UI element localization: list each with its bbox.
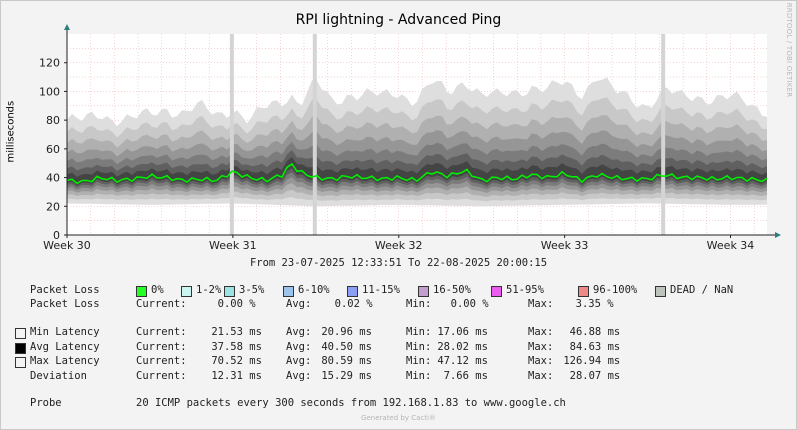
- stat-current-header: Current:: [136, 369, 187, 382]
- latency-max-value: 84.63 ms: [557, 340, 621, 353]
- loss-bucket-swatch: [283, 286, 294, 297]
- latency-max-value: 126.94 ms: [557, 355, 621, 367]
- y-tick-label: 20: [46, 200, 60, 213]
- loss-bucket-swatch: [655, 286, 666, 297]
- stat-current-header: Current:: [136, 340, 187, 353]
- loss-bucket-label: 11-15%: [362, 284, 400, 296]
- loss-bucket-swatch: [181, 286, 192, 297]
- y-tick-label: 40: [46, 172, 60, 185]
- latency-swatch: [15, 328, 26, 339]
- stat-min-header: Min:: [406, 369, 432, 382]
- latency-row-label: Deviation: [30, 369, 87, 382]
- stat-avg-header: Avg:: [286, 340, 312, 353]
- stat-min-header: Min:: [406, 298, 432, 310]
- stat-min-header: Min:: [406, 340, 432, 353]
- stat-current-header: Current:: [136, 326, 187, 338]
- stat-avg-header: Avg:: [286, 298, 312, 310]
- stat-current-header: Current:: [136, 355, 187, 367]
- loss-bucket-swatch: [136, 286, 147, 297]
- x-tick-label: Week 33: [541, 239, 589, 252]
- loss-bucket-label: 3-5%: [239, 284, 265, 296]
- loss-bucket-label: 0%: [151, 284, 164, 296]
- latency-min-value: 17.06 ms: [431, 326, 488, 338]
- latency-row-label: Min Latency: [30, 326, 100, 338]
- latency-current-value: 21.53 ms: [205, 326, 262, 338]
- y-tick-label: 120: [39, 57, 60, 70]
- latency-avg-value: 15.29 ms: [315, 369, 372, 382]
- loss-bucket-swatch: [347, 286, 358, 297]
- latency-swatch: [15, 342, 26, 354]
- unknown-data-gap: [661, 34, 666, 235]
- latency-min-value: 28.02 ms: [431, 340, 488, 353]
- x-tick-label: Week 34: [707, 239, 755, 252]
- loss-bucket-label: 51-95%: [506, 284, 544, 296]
- loss-row-label: Packet Loss: [30, 284, 100, 296]
- latency-row-label: Avg Latency: [30, 340, 100, 353]
- y-tick-label: 60: [46, 143, 60, 156]
- stat-max-header: Max:: [528, 369, 554, 382]
- latency-current-value: 37.58 ms: [205, 340, 262, 353]
- y-tick-label: 100: [39, 85, 60, 98]
- y-axis-arrow: [64, 24, 70, 30]
- stat-avg-header: Avg:: [286, 355, 312, 367]
- stat-min-header: Min:: [406, 326, 432, 338]
- latency-max-value: 46.88 ms: [557, 326, 621, 338]
- latency-current-value: 70.52 ms: [205, 355, 262, 367]
- loss-bucket-swatch: [578, 286, 589, 297]
- probe-description: 20 ICMP packets every 300 seconds from 1…: [136, 397, 566, 409]
- x-tick-label: Week 31: [209, 239, 257, 252]
- latency-avg-value: 80.59 ms: [315, 355, 372, 367]
- stat-current-header: Current:: [136, 298, 187, 310]
- latency-swatch: [15, 357, 26, 368]
- latency-avg-value: 20.96 ms: [315, 326, 372, 338]
- loss-bucket-label: 16-50%: [433, 284, 471, 296]
- latency-min-value: 7.66 ms: [431, 369, 488, 382]
- chart-plot: 0 20 40 60 80 100 120 Week 30 Week 31 Week 32 Week…: [39, 24, 781, 252]
- stat-max-header: Max:: [528, 355, 554, 367]
- stat-max-header: Max:: [528, 326, 554, 338]
- smoke-band-7: [67, 157, 767, 186]
- loss-stats-label: Packet Loss: [30, 298, 100, 310]
- stat-avg-header: Avg:: [286, 326, 312, 338]
- latency-avg-value: 40.50 ms: [315, 340, 372, 353]
- stat-max-header: Max:: [528, 340, 554, 353]
- loss-bucket-label: 96-100%: [593, 284, 638, 296]
- loss-min-value: 0.00 %: [438, 298, 489, 310]
- loss-max-value: 3.35 %: [563, 298, 614, 310]
- time-range: From 23-07-2025 12:33:51 To 22-08-2025 2…: [249, 257, 548, 269]
- stat-min-header: Min:: [406, 355, 432, 367]
- loss-bucket-swatch: [491, 286, 502, 297]
- avg-latency-line: [66, 162, 768, 185]
- loss-bucket-label: 1-2%: [196, 284, 222, 296]
- stat-avg-header: Avg:: [286, 369, 312, 382]
- loss-bucket-label: 6-10%: [298, 284, 330, 296]
- loss-bucket-swatch: [224, 286, 235, 297]
- latency-row-label: Max Latency: [30, 355, 100, 367]
- y-tick-label: 0: [53, 229, 60, 242]
- unknown-data-gap: [312, 34, 317, 235]
- loss-avg-value: 0.02 %: [322, 298, 373, 310]
- x-axis-arrow: [775, 232, 781, 238]
- latency-min-value: 47.12 ms: [431, 355, 488, 367]
- latency-current-value: 12.31 ms: [205, 369, 262, 382]
- generated-by: Generated by Cacti®: [361, 414, 436, 422]
- probe-label: Probe: [30, 397, 62, 409]
- chart-title: RPI lightning - Advanced Ping: [295, 12, 502, 28]
- unknown-data-gap: [229, 34, 234, 235]
- loss-bucket-label: DEAD / NaN: [670, 284, 734, 296]
- latency-max-value: 28.07 ms: [557, 369, 621, 382]
- x-tick-label: Week 30: [43, 239, 91, 252]
- x-tick-label: Week 32: [375, 239, 423, 252]
- loss-current-value: 0.00 %: [205, 298, 256, 310]
- y-tick-label: 80: [46, 114, 60, 127]
- stat-max-header: Max:: [528, 298, 554, 310]
- loss-bucket-swatch: [418, 286, 429, 297]
